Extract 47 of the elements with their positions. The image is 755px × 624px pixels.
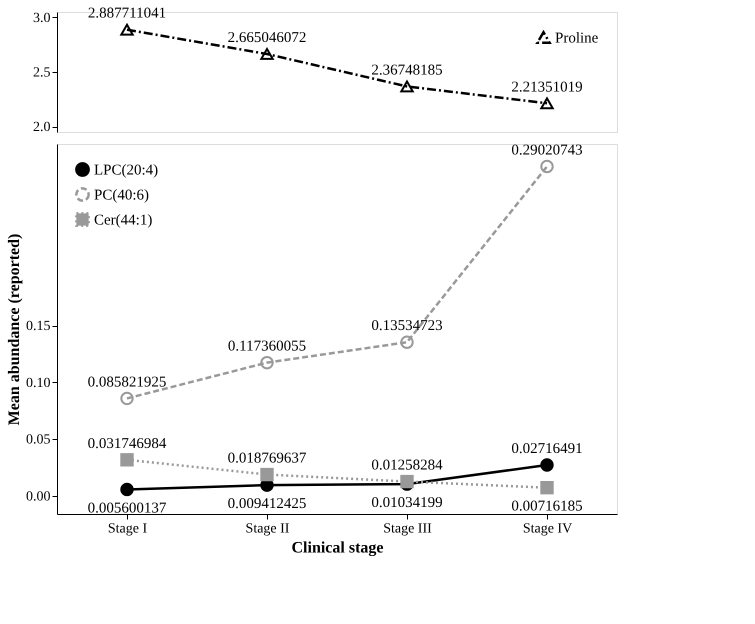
x-tick-label: Stage III <box>383 522 432 536</box>
point <box>120 24 134 36</box>
data-label: 0.02716491 <box>511 441 583 458</box>
point <box>540 160 554 174</box>
point <box>120 482 134 496</box>
data-label: 2.665046072 <box>228 30 306 46</box>
y-axis-title: Mean abundance (reported) <box>6 234 23 426</box>
y-tick-label: 2.0 <box>33 120 50 136</box>
legend-label: Proline <box>555 30 599 46</box>
x-tick-label: Stage I <box>108 522 148 536</box>
point <box>540 458 554 472</box>
y-tick-label: 0.10 <box>26 376 50 391</box>
legend-label: Cer(44:1) <box>94 212 152 228</box>
data-label: 0.00716185 <box>511 498 583 515</box>
data-label: 0.085821925 <box>88 374 166 390</box>
data-label: 0.13534723 <box>371 318 443 334</box>
x-tick-label: Stage IV <box>522 522 572 536</box>
x-axis-title: Clinical stage <box>292 540 384 556</box>
point <box>120 453 134 467</box>
data-label: 2.887711041 <box>88 6 166 22</box>
data-label: 0.01258284 <box>371 458 444 474</box>
data-label: 0.005600137 <box>88 500 167 516</box>
data-label: 0.018769637 <box>228 450 307 467</box>
point <box>400 80 414 92</box>
data-label: 0.29020743 <box>511 142 583 158</box>
legend-label: PC(40:6) <box>94 188 150 204</box>
x-tick-label: Stage II <box>246 522 290 536</box>
point <box>400 474 414 488</box>
point <box>120 392 134 406</box>
point <box>540 97 554 110</box>
data-label: 0.009412425 <box>228 496 306 512</box>
y-tick-label: 0.00 <box>26 489 50 504</box>
data-label: 2.21351019 <box>511 79 583 96</box>
point <box>260 356 274 370</box>
y-tick-label: 2.5 <box>33 66 50 80</box>
point <box>540 481 554 494</box>
data-label: 2.36748185 <box>371 62 443 78</box>
y-tick-label: 0.15 <box>26 319 50 334</box>
point <box>400 336 414 349</box>
data-label: 0.01034199 <box>371 495 443 512</box>
data-label: 0.117360055 <box>228 338 306 355</box>
y-tick-label: 0.05 <box>26 432 50 448</box>
point <box>260 468 274 482</box>
data-label: 0.031746984 <box>88 436 167 452</box>
point <box>260 48 274 60</box>
y-tick-label: 3.0 <box>33 10 50 26</box>
legend-label: LPC(20:4) <box>94 162 158 178</box>
